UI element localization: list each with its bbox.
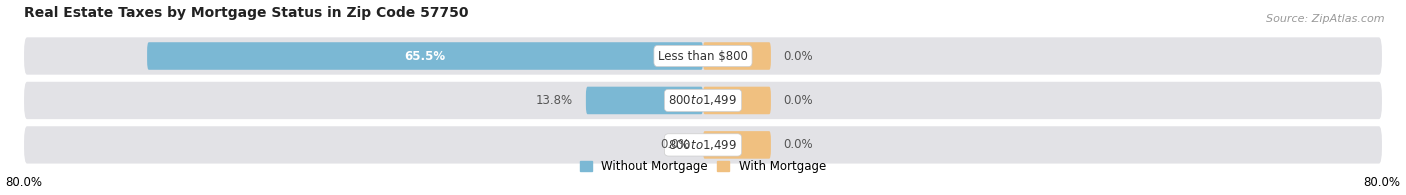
Text: Real Estate Taxes by Mortgage Status in Zip Code 57750: Real Estate Taxes by Mortgage Status in … [24,5,468,20]
FancyBboxPatch shape [586,87,703,114]
Text: $800 to $1,499: $800 to $1,499 [668,138,738,152]
Text: 0.0%: 0.0% [661,138,690,151]
FancyBboxPatch shape [148,42,703,70]
FancyBboxPatch shape [703,131,770,159]
Text: $800 to $1,499: $800 to $1,499 [668,93,738,107]
Text: 0.0%: 0.0% [783,138,813,151]
FancyBboxPatch shape [703,87,770,114]
FancyBboxPatch shape [703,42,770,70]
Text: Source: ZipAtlas.com: Source: ZipAtlas.com [1267,14,1385,24]
Text: 13.8%: 13.8% [536,94,574,107]
Legend: Without Mortgage, With Mortgage: Without Mortgage, With Mortgage [575,155,831,177]
FancyBboxPatch shape [24,126,1382,164]
FancyBboxPatch shape [24,37,1382,75]
FancyBboxPatch shape [24,82,1382,119]
Text: Less than $800: Less than $800 [658,50,748,63]
Text: 0.0%: 0.0% [783,94,813,107]
Text: 0.0%: 0.0% [783,50,813,63]
Text: 65.5%: 65.5% [405,50,446,63]
